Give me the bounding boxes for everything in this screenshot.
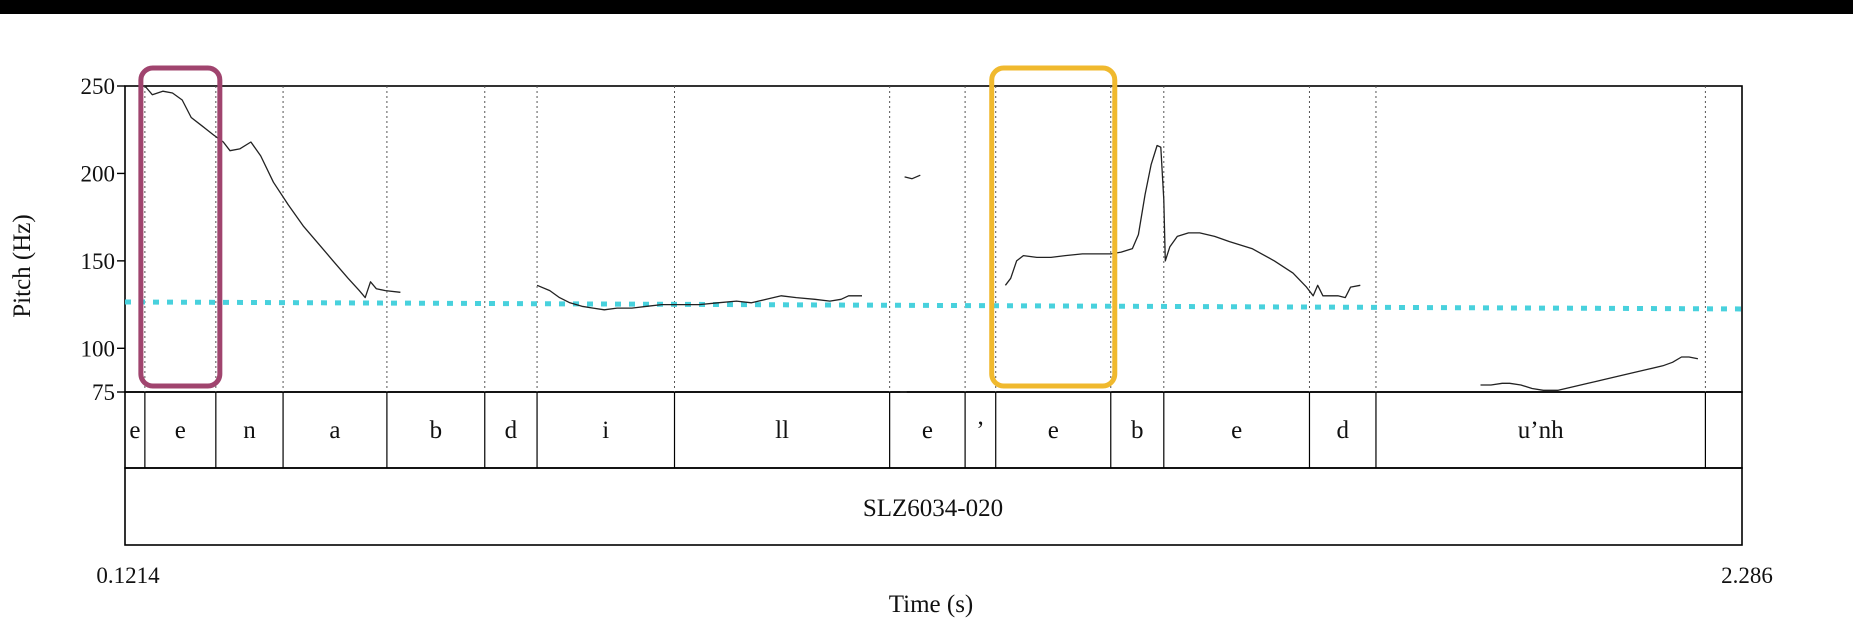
highlight-box [989,65,1118,389]
segment-boundaries [144,86,1706,468]
utterance-label: SLZ6034-020 [863,495,1003,522]
segment-label: ll [775,417,789,444]
segment-label: a [329,417,340,444]
segment-label: ’ [976,417,984,444]
y-tick-label: 250 [81,74,116,99]
segment-tier-frame [124,391,1743,469]
segment-label: e [1231,417,1242,444]
highlight-boxes [138,65,1118,389]
segment-label: d [1336,417,1349,444]
segment-label: b [1131,417,1144,444]
y-tick-label: 100 [81,336,116,361]
x-tick-end: 2.286 [1721,563,1773,588]
segment-label: d [505,417,518,444]
reference-line-group [124,299,1743,312]
segment-label: n [243,417,256,444]
x-tick-start: 0.1214 [96,563,160,588]
pitch-curve [536,284,862,311]
x-axis-title: Time (s) [889,591,974,618]
segment-label: e [129,417,140,444]
reference-line [124,299,1743,312]
pitch-curve [144,85,401,299]
segment-labels: e e n a b d i ll e ’ e b e d u’nh [129,417,1564,444]
y-tick-label: 150 [81,249,116,274]
segment-label: i [602,417,609,444]
segment-label: b [430,417,443,444]
pitch-curve [1004,144,1361,299]
segment-label: e [922,417,933,444]
highlight-box [138,65,223,389]
segment-label: e [1048,417,1059,444]
y-tick-label: 200 [81,161,116,186]
y-ticks: 75 100 150 200 250 [81,74,125,405]
segment-label: u’nh [1518,417,1564,444]
chart-frames [124,85,1743,546]
pitch-curves [144,85,1699,393]
y-axis-title: Pitch (Hz) [9,214,36,317]
segment-label: e [175,417,186,444]
utterance-tier-frame [124,467,1743,546]
pitch-panel-frame [124,85,1743,393]
pitch-curve [904,174,921,180]
y-tick-label: 75 [92,380,115,405]
top-black-band [0,0,1853,14]
pitch-curve [1480,356,1699,391]
